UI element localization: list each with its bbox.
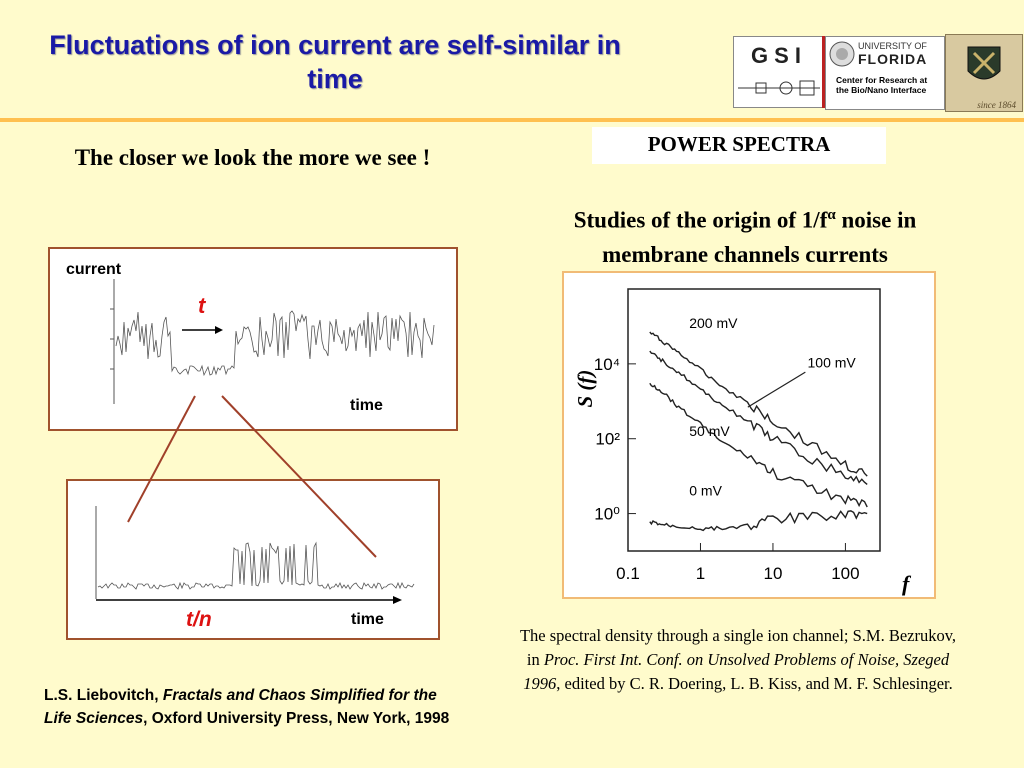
gsi-beamline-icon <box>738 80 820 96</box>
left-heading: The closer we look the more we see ! <box>74 145 431 170</box>
zoomed-trace-line <box>97 541 415 590</box>
x-tick-label: 100 <box>831 564 859 583</box>
gsi-logo: GSI <box>733 36 825 108</box>
zoomed-trace-panel: time t/n <box>66 479 440 640</box>
plot-frame <box>627 288 881 552</box>
x-axis-label: f <box>902 571 912 596</box>
header-rule <box>0 118 1024 122</box>
t-arrow-head <box>215 326 223 334</box>
series-line <box>649 382 868 508</box>
y-tick-label: 10⁴ <box>594 355 620 374</box>
zoomed-trace-graph <box>95 506 415 604</box>
uf-seal-icon <box>829 41 855 67</box>
right-heading-part-2: noise in membrane channels currents <box>602 207 917 267</box>
current-trace-line <box>115 310 435 377</box>
power-spectrum-chart: 0.1 1 10 100 10⁰ 10² 10⁴ S (f) f 200 mV 100 mV 50 m… <box>562 271 936 599</box>
uf-center-line-1: Center for Research at <box>836 75 928 85</box>
right-heading-part-1: Studies of the origin of 1/f <box>573 207 828 233</box>
power-spectra-label: POWER SPECTRA <box>592 127 886 164</box>
series-label: 50 mV <box>689 423 730 439</box>
page-title: Fluctuations of ion current are self-sim… <box>49 30 621 94</box>
y-tick-label: 10⁰ <box>594 505 620 524</box>
seal-text: since 1864 <box>977 100 1016 110</box>
uf-university-label: UNIVERSITY OF <box>858 41 927 51</box>
t-over-n-label: t/n <box>186 608 212 631</box>
series-label: 200 mV <box>689 315 738 331</box>
series-line <box>649 350 868 485</box>
caption-part-1: The spectral density through a single io… <box>519 626 957 669</box>
zoomed-time-arrow-head <box>393 596 402 604</box>
series-line <box>649 510 868 532</box>
current-trace-panel: current time t <box>48 247 458 431</box>
uf-center-line-2: the Bio/Nano Interface <box>836 85 927 95</box>
book-reference: L.S. Liebovitch, Fractals and Chaos Simp… <box>44 684 464 730</box>
caption-part-2: , edited by C. R. Doering, L. B. Kiss, a… <box>556 674 953 693</box>
caption-italic: Proc. First Int. Conf. on Unsolved Probl… <box>523 650 950 693</box>
current-trace-graph <box>110 279 435 404</box>
reference-part-2: , Oxford University Press, New York, 199… <box>143 710 450 727</box>
series-label: 100 mV <box>808 354 857 370</box>
x-tick-label: 0.1 <box>616 564 640 583</box>
crossed-keys-shield-icon <box>967 46 1001 80</box>
y-axis-label: S (f) <box>573 370 597 408</box>
right-heading: Studies of the origin of 1/fα noise in m… <box>520 198 970 272</box>
chart-caption: The spectral density through a single io… <box>515 624 961 696</box>
reference-italic: Fractals and Chaos Simplified for the Li… <box>44 687 437 727</box>
gsi-logo-text: GSI <box>751 43 807 68</box>
x-tick-label: 10 <box>763 564 782 583</box>
historic-seal-logo: since 1864 <box>945 34 1023 112</box>
t-arrow-label: t <box>198 293 206 318</box>
alpha-superscript: α <box>827 207 836 223</box>
current-axis-label: current <box>66 261 122 278</box>
uf-name-label: FLORIDA <box>858 51 928 67</box>
zoomed-time-axis-label: time <box>351 611 384 628</box>
series-line <box>649 331 868 477</box>
x-tick-label: 1 <box>696 564 705 583</box>
series-label-pointer <box>747 371 806 408</box>
logo-divider <box>822 36 826 108</box>
reference-part-1: L.S. Liebovitch, <box>44 687 163 704</box>
series-label: 0 mV <box>689 483 722 499</box>
y-tick-label: 10² <box>595 430 620 449</box>
uf-logo: UNIVERSITY OF FLORIDA Center for Researc… <box>825 36 945 110</box>
